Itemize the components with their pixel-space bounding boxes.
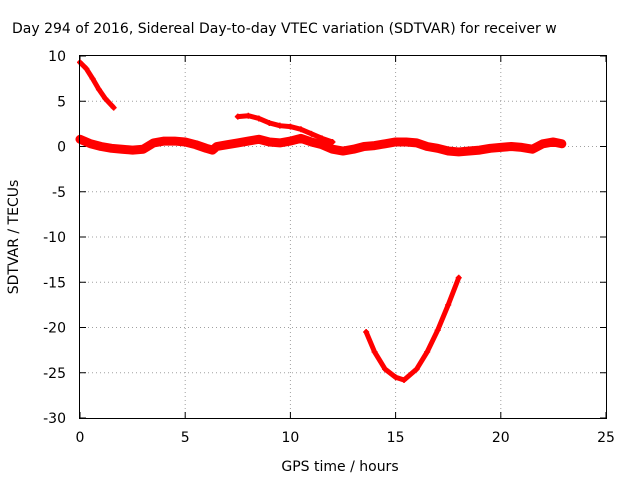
- data-point-arc-1: [83, 65, 90, 72]
- y-tick-label: -10: [43, 230, 66, 246]
- data-point-arc-main: [403, 138, 410, 145]
- data-point-arc-main: [119, 146, 126, 153]
- data-point-arc-main: [445, 148, 452, 155]
- data-point-arc-3: [363, 329, 370, 336]
- y-tick-label: 10: [48, 49, 66, 65]
- data-point-arc-main: [558, 140, 565, 147]
- data-point-arc-main: [455, 148, 462, 155]
- data-point-arc-main: [224, 141, 231, 148]
- y-tick-label: 5: [57, 94, 66, 110]
- data-point-arc-main: [192, 141, 199, 148]
- series-group: [75, 59, 567, 383]
- data-point-arc-main: [129, 147, 136, 154]
- series-line-arc-3: [363, 275, 462, 383]
- data-point-arc-main: [434, 145, 441, 152]
- data-point-arc-main: [392, 138, 399, 145]
- data-point-arc-main: [308, 138, 315, 145]
- data-point-arc-3: [401, 376, 408, 383]
- y-tick-label: -25: [43, 366, 66, 382]
- data-point-arc-main: [297, 135, 304, 142]
- data-point-arc-main: [371, 142, 378, 149]
- data-point-arc-main: [466, 148, 473, 155]
- data-point-arc-2: [287, 123, 294, 130]
- x-tick-label: 5: [181, 430, 190, 446]
- data-point-arc-main: [161, 138, 168, 145]
- data-point-arc-main: [87, 140, 94, 147]
- data-point-arc-3: [382, 366, 389, 373]
- y-axis-title: SDTVAR / TECUs: [6, 180, 22, 295]
- data-point-arc-main: [234, 139, 241, 146]
- data-point-arc-2: [308, 130, 315, 137]
- series-line-arc-1: [77, 59, 117, 111]
- y-tick-label: -5: [52, 185, 66, 201]
- data-point-arc-main: [361, 143, 368, 150]
- data-point-arc-main: [255, 136, 262, 143]
- data-point-arc-2: [276, 122, 283, 129]
- data-point-arc-main: [487, 145, 494, 152]
- series-line-arc-2: [235, 113, 335, 145]
- data-point-arc-main: [171, 138, 178, 145]
- data-point-arc-main: [318, 141, 325, 148]
- data-point-arc-2: [297, 126, 304, 133]
- data-point-arc-main: [497, 144, 504, 151]
- data-point-arc-3: [455, 274, 462, 281]
- x-axis-title: GPS time / hours: [281, 459, 398, 475]
- data-point-arc-main: [539, 140, 546, 147]
- data-point-arc-main: [140, 146, 147, 153]
- data-point-arc-3: [434, 327, 441, 334]
- x-tick-label: 20: [492, 430, 510, 446]
- data-point-arc-main: [340, 148, 346, 155]
- y-tick-label: -20: [43, 321, 66, 337]
- data-point-arc-main: [276, 139, 283, 146]
- data-point-arc-main: [382, 140, 389, 147]
- data-point-arc-2: [318, 135, 325, 142]
- data-point-arc-3: [371, 348, 378, 355]
- data-point-arc-main: [476, 147, 483, 154]
- tick-labels: 0 5 10 15 20 25 10 5 0 -5 -10 -15 -20 -25 -30: [43, 49, 615, 446]
- data-point-arc-main: [287, 138, 294, 145]
- data-point-arc-3: [445, 301, 452, 308]
- data-point-arc-main: [203, 145, 210, 152]
- data-point-arc-2: [329, 138, 336, 145]
- data-point-arc-main: [329, 146, 336, 153]
- data-point-arc-main: [266, 138, 273, 145]
- data-point-arc-main: [182, 138, 189, 145]
- data-point-arc-3: [424, 348, 431, 355]
- data-point-arc-main: [413, 139, 420, 146]
- data-point-arc-3: [392, 374, 399, 381]
- data-point-arc-3: [413, 366, 420, 373]
- data-point-arc-main: [550, 138, 557, 145]
- data-point-arc-main: [108, 145, 115, 152]
- data-point-arc-main: [213, 143, 220, 150]
- data-point-arc-main: [529, 146, 536, 153]
- data-point-arc-2: [255, 115, 262, 122]
- x-tick-label: 15: [387, 430, 405, 446]
- y-tick-label: 0: [57, 140, 66, 156]
- data-point-arc-main: [150, 139, 157, 146]
- chart-title: Day 294 of 2016, Sidereal Day-to-day VTE…: [12, 21, 557, 37]
- data-point-arc-main: [98, 143, 105, 150]
- x-tick-label: 10: [281, 430, 299, 446]
- x-tick-label: 0: [76, 430, 85, 446]
- data-point-arc-main: [424, 143, 431, 150]
- data-point-arc-2: [266, 119, 273, 126]
- y-tick-label: -15: [43, 275, 66, 291]
- data-point-arc-main: [350, 146, 357, 153]
- grid: [79, 55, 607, 419]
- data-point-arc-main: [508, 143, 515, 150]
- x-tick-label: 25: [597, 430, 615, 446]
- data-point-arc-1: [89, 75, 96, 82]
- data-point-arc-1: [110, 104, 117, 111]
- data-point-arc-main: [209, 147, 216, 154]
- data-point-arc-main: [245, 138, 252, 145]
- data-point-arc-1: [102, 95, 109, 102]
- plot-frame: [79, 55, 607, 419]
- data-point-arc-2: [234, 113, 241, 120]
- data-point-arc-2: [245, 112, 252, 119]
- data-point-arc-1: [95, 86, 102, 93]
- y-tick-label: -30: [43, 411, 66, 427]
- data-point-arc-main: [518, 144, 525, 151]
